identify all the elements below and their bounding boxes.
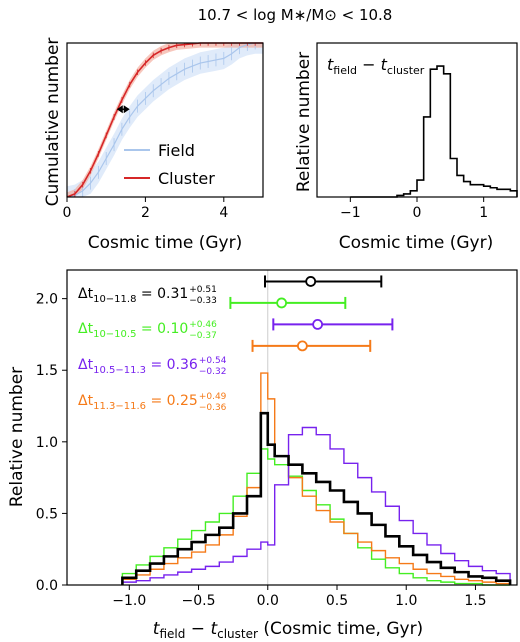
legend-label-cluster: Cluster [158,169,215,188]
hist-bins-xtick-label: 0.0 [257,593,279,609]
annotation-low-all: −0.33 [189,296,217,306]
hist-bins-ytick-label: 1.5 [36,363,58,379]
cumulative-xtick-label: 0 [63,205,72,221]
errorbar-median-all [305,276,317,287]
hist-bins-ytick-label: 0.5 [36,506,58,522]
annotation-all: Δt10−11.8 = 0.31 [78,286,188,305]
cumulative-xtick-label: 4 [219,205,228,221]
annotation-high: Δt11.3−11.6 = 0.25 [78,393,198,412]
hist-bins-axes-frame [66,269,518,586]
hist-bins-xtick-label: −1.0 [112,593,146,609]
errorbar-median-mid [312,319,324,330]
cumulative-legend: Field Cluster [124,141,215,188]
band-cluster [67,43,263,197]
offset-arrowhead-right [123,105,130,114]
cumulative-ylabel: Cumulative number [43,38,63,207]
cumulative-panel: 0 2 4 Field Cluster Cosmic time (Gyr) Cumu… [43,38,264,253]
annotation-low-high: −0.36 [199,403,227,413]
hist-small-xtick-label: 0 [413,205,422,221]
errorbar-median-low [276,297,288,309]
cumulative-xlabel: Cosmic time (Gyr) [88,233,242,253]
hist-bins-xlabel: tfield − tcluster (Cosmic time, Gyr) [153,619,423,641]
hist-bins-ytick-label: 2.0 [36,292,58,308]
hist-small-panel: −1 0 1 tfield − tcluster Cosmic time (Gyr)… [294,42,518,253]
hist-step-mid [121,426,511,585]
line-field [66,42,263,198]
hist-bins-xtick-label: 0.5 [326,593,348,609]
annotation-sup-low: +0.46 [189,320,217,330]
annotation-sup-high: +0.49 [199,392,227,402]
annotation-low-mid: −0.32 [199,367,227,377]
cumulative-axes-frame [66,42,264,198]
offset-arrowhead-left [116,105,123,114]
hist-bins-xtick-label: −0.5 [182,593,216,609]
hist-bins-ylabel: Relative number [7,367,27,507]
annotation-low: Δt10−10.5 = 0.10 [78,321,188,340]
hist-small-xlabel: Cosmic time (Gyr) [339,233,493,253]
hist-small-xtick-label: 1 [479,205,488,221]
annotation-low-low: −0.37 [189,331,217,341]
hist-bins-panel: −1.0 −0.5 0.0 0.5 1.0 1.5 0.0 0.5 1.0 1.5 2.0 Δt10… [7,269,518,641]
cumulative-xtick-label: 2 [141,205,150,221]
figure-title: 10.7 < log M∗/M⊙ < 10.8 [198,6,393,24]
hist-step-high [121,372,511,585]
hist-bins-xtick-label: 1.0 [395,593,417,609]
hist-bins-xtick-label: 1.5 [464,593,486,609]
hist-bins-ytick-label: 0.0 [36,578,58,594]
hist-small-xtick-label: −1 [340,205,361,221]
hist-small-step [350,65,518,198]
annotation-sup-mid: +0.54 [199,356,227,366]
errorbar-median-high [296,340,308,352]
hist-step-all [121,411,512,585]
annotation-mid: Δt10.5−11.3 = 0.36 [78,357,198,376]
hist-small-title: tfield − tcluster [327,55,425,77]
annotation-sup-all: +0.51 [189,285,217,295]
hist-step-low [121,448,511,586]
hist-bins-ytick-label: 1.0 [36,435,58,451]
legend-label-field: Field [158,141,195,160]
hist-small-ylabel: Relative number [294,52,314,192]
